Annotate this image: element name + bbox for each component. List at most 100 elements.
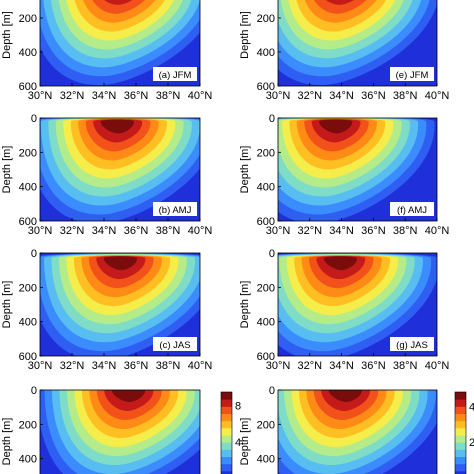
colorbar-segment [221, 442, 232, 450]
x-tick-label: 30°N [28, 225, 53, 237]
contour-panel-1: 200 400 600 Depth [m] 30°N 32°N 34°N 36°N 38°N 40… [1, 0, 212, 102]
y-axis-label: Depth [m] [239, 281, 251, 329]
contour-panel-8: 0 200 400 Depth [m] [239, 385, 438, 474]
y-axis-label: Depth [m] [239, 418, 251, 466]
contour-level-11 [323, 256, 358, 271]
colorbar-segment [455, 435, 466, 443]
colorbar-segment [455, 442, 466, 450]
y-tick-label: 200 [19, 282, 37, 294]
y-axis-label: Depth [m] [1, 11, 13, 59]
y-tick-label: 400 [257, 182, 275, 194]
x-tick-label: 30°N [266, 360, 291, 372]
colorbar-segment [221, 449, 232, 457]
x-tick-label: 40°N [425, 90, 450, 102]
x-tick-label: 30°N [28, 90, 53, 102]
contour-level-10 [326, 0, 354, 5]
panel-frame [39, 117, 201, 222]
colorbar-right: 42 [454, 391, 474, 474]
y-axis-label: Depth [m] [1, 146, 13, 194]
panel-label-box [153, 202, 197, 216]
panel-field [40, 0, 200, 86]
x-tick-label: 34°N [329, 90, 354, 102]
y-tick-label: 600 [19, 216, 37, 228]
colorbar-frame [454, 391, 467, 474]
contour-panel-4: 0 200 400 600 Depth [m] 30°N 32°N 34°N 36°N 38°N 4… [239, 113, 449, 237]
panel-label-box [390, 67, 434, 81]
colorbar-segment [455, 470, 466, 474]
x-tick-label: 38°N [393, 90, 418, 102]
x-tick-label: 38°N [393, 225, 418, 237]
x-tick-label: 38°N [156, 360, 181, 372]
x-tick-label: 36°N [361, 90, 386, 102]
panel-frame [277, 389, 438, 474]
x-tick-label: 40°N [425, 360, 450, 372]
panel-label-box [153, 337, 197, 351]
y-tick-label: 400 [19, 454, 37, 466]
x-tick-label: 32°N [60, 225, 85, 237]
x-tick-label: 32°N [298, 225, 323, 237]
y-tick-label: 200 [19, 13, 37, 25]
y-tick-label: 200 [19, 147, 37, 159]
y-tick-label: 0 [269, 248, 275, 260]
x-tick-label: 32°N [60, 90, 85, 102]
colorbar-segment [221, 435, 232, 443]
x-tick-label: 34°N [329, 360, 354, 372]
panel-label: (b) AMJ [159, 205, 192, 216]
colorbar-segment [455, 413, 466, 422]
y-tick-label: 400 [257, 317, 275, 329]
colorbar-segment [455, 463, 466, 472]
colorbar-tick-label: 4 [469, 401, 474, 413]
y-tick-label: 200 [257, 282, 275, 294]
panel-frame [277, 252, 438, 357]
y-tick-label: 400 [19, 47, 37, 59]
colorbar-left: 84 [220, 391, 241, 474]
x-tick-label: 36°N [124, 90, 149, 102]
panel-label: (a) JFM [159, 70, 192, 81]
x-tick-label: 34°N [92, 225, 117, 237]
colorbar-segment [221, 456, 232, 465]
y-tick-label: 600 [257, 216, 275, 228]
colorbar-segment [455, 456, 466, 465]
y-tick-label: 0 [31, 385, 37, 397]
y-tick-label: 400 [257, 454, 275, 466]
y-tick-label: 600 [19, 351, 37, 363]
x-tick-label: 32°N [298, 90, 323, 102]
x-tick-label: 40°N [188, 225, 213, 237]
y-axis-label: Depth [m] [239, 11, 251, 59]
panel-field [40, 118, 200, 221]
colorbar-segment [221, 427, 232, 436]
colorbar-segment [221, 406, 232, 414]
colorbar-segment [455, 406, 466, 414]
contour-panel-6: 0 200 400 600 Depth [m] 30°N 32°N 34°N 36°N 38°N 4… [239, 248, 449, 372]
panel-label: (g) JAS [396, 340, 428, 351]
panel-field [40, 390, 200, 474]
colorbar-segment [221, 470, 232, 474]
y-axis-label: Depth [m] [1, 418, 13, 466]
y-tick-label: 200 [257, 147, 275, 159]
x-tick-label: 36°N [361, 225, 386, 237]
y-tick-label: 200 [257, 13, 275, 25]
contour-panel-2: 200 400 600 Depth [m] 30°N 32°N 34°N 36°N 38°N 40… [239, 0, 449, 102]
contour-level-9 [314, 0, 367, 14]
contour-level-9 [92, 0, 145, 14]
x-tick-label: 30°N [266, 90, 291, 102]
panel-label: (e) JFM [396, 70, 429, 81]
x-tick-label: 38°N [156, 225, 181, 237]
contour-panel-7: 0 200 400 Depth [m] [1, 385, 201, 474]
colorbar-segment [455, 392, 466, 400]
contour-level-10 [104, 0, 133, 5]
x-tick-label: 30°N [28, 360, 53, 372]
y-tick-label: 200 [257, 419, 275, 431]
x-tick-label: 40°N [188, 360, 213, 372]
colorbar-tick-label: 2 [469, 437, 474, 449]
panel-frame [39, 0, 201, 87]
contour-level-11 [100, 119, 134, 134]
y-tick-label: 600 [257, 81, 275, 93]
y-tick-label: 400 [19, 317, 37, 329]
contour-panel-3: 0 200 400 600 Depth [m] 30°N 32°N 34°N 36°N 38°N 4… [1, 113, 213, 237]
y-tick-label: 400 [257, 47, 275, 59]
colorbar-segment [455, 399, 466, 407]
x-tick-label: 30°N [266, 225, 291, 237]
colorbar-segment [455, 420, 466, 429]
